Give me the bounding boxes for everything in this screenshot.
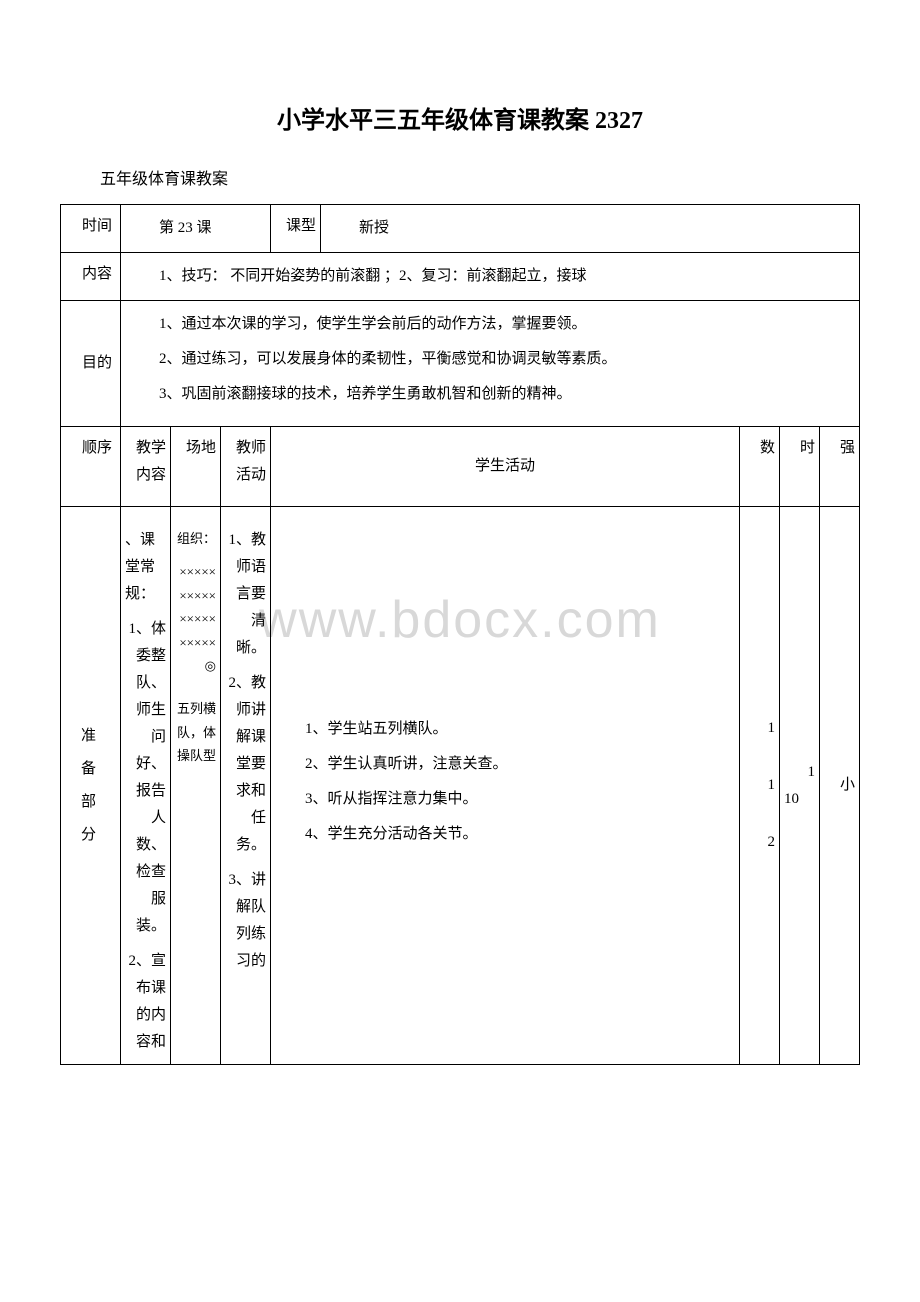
prep-intensity: 小 xyxy=(820,507,860,1065)
header-time: 时 xyxy=(780,427,820,507)
content-text: 1、技巧： 不同开始姿势的前滚翻 ；2、复习：前滚翻起立，接球 xyxy=(121,253,860,301)
header-sequence: 顺序 xyxy=(61,427,121,507)
header-venue: 场地 xyxy=(171,427,221,507)
prep-student-activity: 1、学生站五列横队。 2、学生认真听讲，注意关查。 3、听从指挥注意力集中。 4… xyxy=(271,507,740,1065)
document-title: 小学水平三五年级体育课教案 2327 xyxy=(60,100,860,135)
header-intensity: 强 xyxy=(820,427,860,507)
header-teacher-activity: 教师活动 xyxy=(221,427,271,507)
prep-count: 1 1 2 xyxy=(740,507,780,1065)
purpose-text: 1、通过本次课的学习，使学生学会前后的动作方法，掌握要领。 2、通过练习，可以发… xyxy=(121,301,860,427)
type-value: 新授 xyxy=(321,205,860,253)
prep-venue: 组织： ××××× ××××× ××××× ××××× ◎ 五列横队，体操队型 xyxy=(171,507,221,1065)
prep-time: 1 10 xyxy=(780,507,820,1065)
purpose-label: 目的 xyxy=(61,301,121,427)
header-count: 数 xyxy=(740,427,780,507)
content-label: 内容 xyxy=(61,253,121,301)
document-subtitle: 五年级体育课教案 xyxy=(100,165,860,189)
header-teach-content: 教学内容 xyxy=(121,427,171,507)
lesson-number: 第 23 课 xyxy=(121,205,271,253)
header-student-activity: 学生活动 xyxy=(271,427,740,507)
prep-teacher-activity: 1、教师语言要清晰。 2、教师讲解课堂要求和任务。 3、讲解队列练习的 xyxy=(221,507,271,1065)
type-label: 课型 xyxy=(271,205,321,253)
time-label: 时间 xyxy=(61,205,121,253)
prep-teach-content: 、课堂常规： 1、体委整队、师生问好、报告人数、检查服装。 2、宣布课的内容和 xyxy=(121,507,171,1065)
lesson-plan-table: 时间 第 23 课 课型 新授 内容 1、技巧： 不同开始姿势的前滚翻 ；2、复… xyxy=(60,204,860,1065)
prep-section-label: 准 备 部 分 xyxy=(61,507,121,1065)
